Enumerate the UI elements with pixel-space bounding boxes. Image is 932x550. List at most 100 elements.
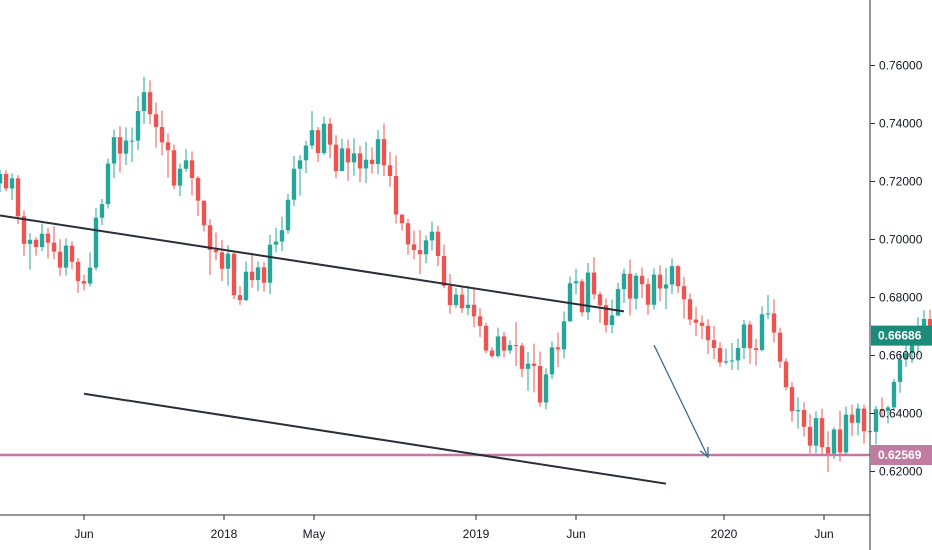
candle-body <box>771 313 777 333</box>
candle-body <box>51 242 57 252</box>
candle-body <box>117 137 123 154</box>
candle-body <box>21 216 27 244</box>
candle <box>171 144 177 190</box>
candle <box>345 139 351 181</box>
candle <box>561 311 567 359</box>
candle <box>819 408 825 457</box>
candle <box>855 403 861 436</box>
candle <box>243 261 249 301</box>
candle <box>849 404 855 436</box>
candle <box>333 135 339 179</box>
candle <box>621 268 627 304</box>
candle-body <box>291 168 297 200</box>
candle <box>111 129 117 179</box>
candle-body <box>849 414 855 423</box>
channel-upper-line[interactable] <box>0 214 625 313</box>
candle <box>585 262 591 321</box>
candle <box>759 306 765 352</box>
candle-body <box>477 316 483 326</box>
candle <box>441 244 447 289</box>
candle-body <box>687 299 693 320</box>
candle-body <box>411 244 417 250</box>
y-tick-label: 0.66000 <box>879 349 923 363</box>
candle <box>237 286 243 306</box>
candle-body <box>909 339 915 354</box>
candle-body <box>357 153 363 169</box>
candle-body <box>885 407 891 411</box>
candle-body <box>717 347 723 363</box>
candle-body <box>243 271 249 301</box>
candle-body <box>69 245 75 262</box>
candle-body <box>489 350 495 357</box>
candle <box>285 193 291 234</box>
candle <box>507 340 513 354</box>
candle-body <box>525 363 531 369</box>
candle <box>405 218 411 255</box>
candle-body <box>711 340 717 348</box>
candle-body <box>81 280 87 284</box>
candle-body <box>129 140 135 142</box>
y-tick-label: 0.62000 <box>879 465 923 479</box>
candle-body <box>675 266 681 287</box>
candle-body <box>195 178 201 201</box>
candle <box>861 404 867 444</box>
candle <box>57 239 63 276</box>
candle-body <box>39 233 45 248</box>
candle-body <box>327 123 333 145</box>
candles-layer <box>0 76 932 473</box>
candle <box>603 298 609 333</box>
candle <box>363 142 369 183</box>
candle <box>351 138 357 176</box>
x-tick-label: 2019 <box>463 527 490 541</box>
candle <box>771 299 777 343</box>
channel-lower-line[interactable] <box>83 392 667 485</box>
candle-body <box>213 249 219 253</box>
candle-body <box>183 160 189 169</box>
candle-body <box>579 281 585 313</box>
y-tick-label: 0.64000 <box>879 407 923 421</box>
candle <box>483 322 489 354</box>
candle-body <box>147 92 153 115</box>
projection-arrow[interactable] <box>653 344 709 458</box>
candle-body <box>651 274 657 305</box>
candle <box>471 288 477 328</box>
candle <box>465 285 471 316</box>
candle-body <box>927 318 932 331</box>
candle <box>735 338 741 371</box>
candle <box>543 368 549 410</box>
candle-body <box>891 381 897 408</box>
candle <box>663 267 669 310</box>
candle-body <box>423 240 429 255</box>
candle <box>789 382 795 422</box>
candle <box>453 288 459 308</box>
candle-body <box>273 241 279 245</box>
candle-body <box>645 284 651 305</box>
candle-body <box>531 363 537 366</box>
candle-body <box>609 315 615 326</box>
candle-body <box>15 178 21 217</box>
candle <box>381 123 387 176</box>
candle-body <box>471 304 477 317</box>
candle-body <box>819 418 825 448</box>
candle-body <box>315 130 321 154</box>
candle-body <box>855 408 861 423</box>
candle-body <box>93 217 99 268</box>
candle-body <box>735 347 741 361</box>
candle-body <box>603 305 609 326</box>
candle-body <box>99 204 105 218</box>
candle-body <box>135 111 141 141</box>
candle <box>201 200 207 232</box>
candle <box>153 102 159 148</box>
candle-body <box>393 175 399 215</box>
candle <box>717 342 723 367</box>
y-tick-label: 0.70000 <box>879 233 923 247</box>
candle-body <box>363 159 369 169</box>
candle <box>225 245 231 286</box>
candle <box>891 378 897 411</box>
x-tick-label: Jun <box>566 527 585 541</box>
candle-body <box>561 321 567 350</box>
candle-body <box>549 347 555 375</box>
candle-body <box>459 294 465 309</box>
